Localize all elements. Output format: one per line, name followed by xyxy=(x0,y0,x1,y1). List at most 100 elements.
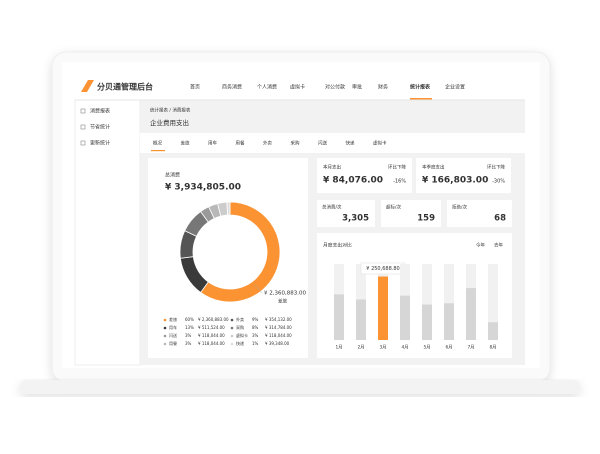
stat-change: -30% xyxy=(492,179,505,185)
legend-amount: ¥ 511,524.00 xyxy=(198,325,225,330)
legend-amount: ¥ 314,784.00 xyxy=(265,325,292,330)
month-label: 2月 xyxy=(357,345,364,351)
month-label: 7月 xyxy=(467,345,474,351)
tab[interactable]: 快递 xyxy=(346,140,355,147)
tab[interactable]: 用餐 xyxy=(236,140,245,147)
stat-trend: 环比下降 xyxy=(487,164,505,171)
stat-label: 本月支出 xyxy=(323,164,341,171)
stat-card xyxy=(416,158,511,193)
legend-dot xyxy=(163,326,167,330)
legend-dot xyxy=(230,334,234,338)
legend-name: 采购 xyxy=(236,324,244,330)
tab[interactable]: 用车 xyxy=(208,140,217,147)
donut-segment xyxy=(226,201,231,216)
legend-share: 8% xyxy=(252,325,259,330)
bar-track xyxy=(444,264,454,340)
bar xyxy=(356,299,366,340)
sidebar-bg xyxy=(74,99,141,366)
count-value: 68 xyxy=(494,214,506,224)
legend-share: 3% xyxy=(185,341,192,346)
legend-share: 60% xyxy=(185,317,194,322)
bar-title: 月度支出对比 xyxy=(323,242,352,249)
bar xyxy=(334,294,344,340)
count-label: 超标/次 xyxy=(386,204,402,211)
donut-tooltip-name: 差旅 xyxy=(278,298,287,305)
legend-dot xyxy=(230,326,234,330)
count-value: 3,305 xyxy=(342,214,369,224)
tooltip-pointer xyxy=(254,284,263,294)
legend-name: 快递 xyxy=(236,340,244,346)
month-label: 4月 xyxy=(401,345,408,351)
legend-name: 闪送 xyxy=(169,332,177,338)
nav-item[interactable]: 企业设置 xyxy=(445,84,465,91)
count-label: 总消费/次 xyxy=(322,204,342,211)
legend-name: 用车 xyxy=(169,324,177,330)
bar-track xyxy=(488,264,498,340)
toggle[interactable]: 今年 xyxy=(476,242,485,249)
month-label: 8月 xyxy=(489,345,496,351)
bar xyxy=(466,288,476,340)
total-amount: ¥ 3,934,805.00 xyxy=(165,183,241,193)
tab[interactable]: 采购 xyxy=(291,140,300,147)
tab-underline xyxy=(151,150,165,152)
legend-dot xyxy=(163,342,167,346)
bar-card xyxy=(317,233,512,358)
count-value: 159 xyxy=(417,214,435,224)
legend-name: 差旅 xyxy=(169,316,177,322)
count-card xyxy=(447,200,512,227)
tab-bar xyxy=(140,133,525,153)
nav-item[interactable]: 个人消费 xyxy=(257,84,277,91)
nav-item[interactable]: 财务 xyxy=(378,84,388,91)
sidebar-icon xyxy=(80,124,86,130)
nav-item[interactable]: 商务消费 xyxy=(222,84,242,91)
logo-icon xyxy=(81,80,94,92)
month-label: 1月 xyxy=(335,345,342,351)
tab[interactable]: 虚拟卡 xyxy=(373,140,387,147)
bar xyxy=(444,303,454,340)
sidebar-icon xyxy=(80,140,86,146)
tab[interactable]: 闪送 xyxy=(318,140,327,147)
legend-amount: ¥ 118,044.00 xyxy=(198,333,225,338)
legend-amount: ¥ 2,360,883.00 xyxy=(198,317,229,322)
legend-dot xyxy=(163,334,167,338)
bar xyxy=(400,295,410,340)
legend-share: 9% xyxy=(252,317,259,322)
page-title: 企业费用支出 xyxy=(150,118,189,127)
nav-item[interactable]: 对公付款 xyxy=(325,84,345,91)
legend-share: 1% xyxy=(252,341,259,346)
bar xyxy=(422,304,432,340)
nav-item[interactable]: 虚拟卡 xyxy=(290,84,305,91)
sidebar-icon xyxy=(80,108,86,114)
stat-change: -16% xyxy=(393,179,406,185)
breadcrumb: 统计报表 / 消费报表 xyxy=(150,107,191,114)
legend-dot xyxy=(230,342,234,346)
total-card xyxy=(148,158,308,358)
bar-tooltip: ¥ 250,688.80 xyxy=(366,266,399,272)
nav-item[interactable]: 审批 xyxy=(352,84,362,91)
toggle[interactable]: 去年 xyxy=(494,242,503,249)
logo-text: 分贝通管理后台 xyxy=(97,82,153,92)
legend-name: 虚拟卡 xyxy=(236,332,248,338)
nav-underline xyxy=(410,98,432,100)
legend-share: 13% xyxy=(185,325,194,330)
sidebar-item[interactable]: 消费报表 xyxy=(90,108,110,115)
sidebar-item[interactable]: 更新统计 xyxy=(90,140,110,147)
tab[interactable]: 外卖 xyxy=(263,140,272,147)
tab[interactable]: 概况 xyxy=(153,140,162,147)
donut-tooltip-amount: ¥ 2,360,883.00 xyxy=(264,291,306,297)
stat-amount: ¥ 166,803.00 xyxy=(422,176,488,186)
legend-name: 用餐 xyxy=(169,340,177,346)
stat-card xyxy=(317,158,412,193)
month-label: 6月 xyxy=(445,345,452,351)
count-card xyxy=(381,200,441,227)
tab[interactable]: 差旅 xyxy=(181,140,190,147)
bar xyxy=(488,322,498,340)
nav-item[interactable]: 统计报表 xyxy=(410,84,431,91)
legend-share: 3% xyxy=(185,333,192,338)
sidebar-item[interactable]: 节省统计 xyxy=(90,124,110,131)
nav-item[interactable]: 首页 xyxy=(190,84,200,91)
legend-dot xyxy=(163,318,167,322)
count-label: 拒绝/次 xyxy=(452,204,468,211)
